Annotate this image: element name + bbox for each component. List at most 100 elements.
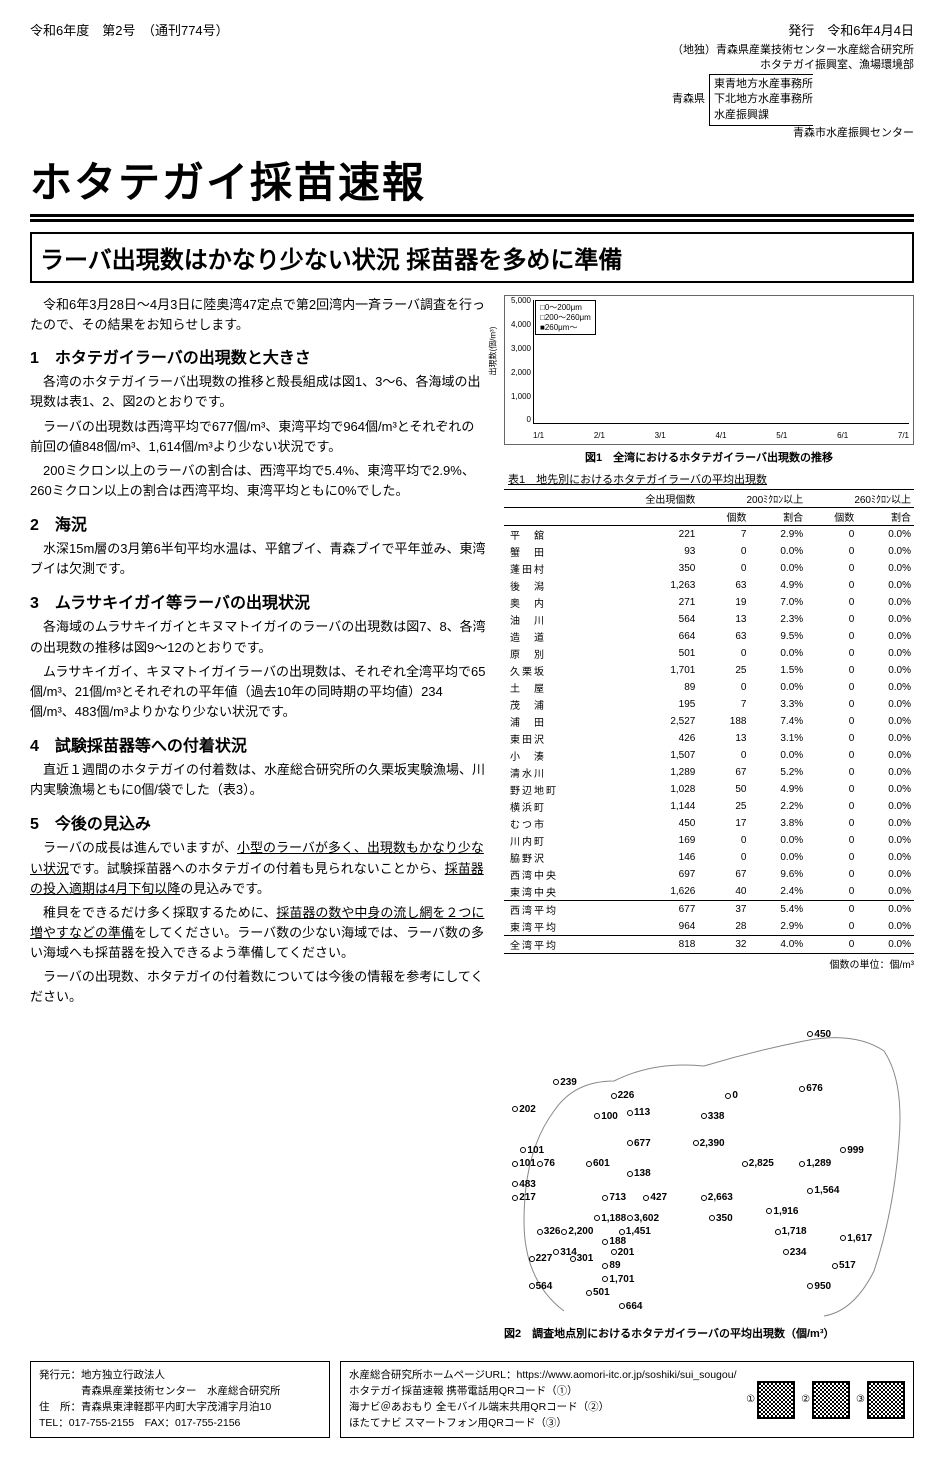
figure-2-map: 239202101101764832173262,200314227301564… (504, 981, 914, 1321)
table-row: 脇野沢14600.0%00.0% (504, 849, 914, 866)
paragraph: 水深15m層の3月第6半旬平均水温は、平舘ブイ、青森ブイで平年並み、東湾ブイは欠… (30, 539, 486, 579)
sub-col-header: 割合 (749, 508, 806, 526)
map-point: 239 (553, 1077, 577, 1088)
map-point: 1,916 (766, 1206, 798, 1217)
table-row: 横浜町1,144252.2%00.0% (504, 798, 914, 815)
map-point: 76 (537, 1158, 555, 1169)
table-1-caption: 表1 地先別におけるホタテガイラーバの平均出現数 (504, 471, 914, 487)
table-row: 後 潟1,263634.9%00.0% (504, 577, 914, 594)
paragraph: 直近１週間のホタテガイの付着数は、水産総合研究所の久栗坂実験漁場、川内実験漁場と… (30, 760, 486, 800)
map-point: 3,602 (627, 1213, 659, 1224)
map-point: 89 (602, 1260, 620, 1271)
section-heading: 3 ムラサキイガイ等ラーバの出現状況 (30, 589, 486, 613)
table-row: 川内町16900.0%00.0% (504, 832, 914, 849)
publisher-pref: 青森県 (672, 92, 705, 107)
table-row: 小 湊1,50700.0%00.0% (504, 747, 914, 764)
paragraph: ラーバの出現数、ホタテガイの付着数については今後の情報を参考にしてください。 (30, 967, 486, 1007)
publisher-block: （地独）青森県産業技術センター水産総合研究所 ホタテガイ振興室、漁場環境部 青森… (672, 43, 914, 141)
table-1: 全出現個数 200ﾐｸﾛﾝ以上 260ﾐｸﾛﾝ以上 個数 割合 個数 割合 平 … (504, 489, 914, 954)
map-point: 217 (512, 1192, 536, 1203)
publisher-last: 青森市水産振興センター (672, 126, 914, 141)
map-point: 601 (586, 1158, 610, 1169)
lead-paragraph: 令和6年3月28日～4月3日に陸奥湾47定点で第2回湾内一斉ラーバ調査を行ったの… (30, 295, 486, 334)
map-point: 234 (783, 1247, 807, 1258)
figure-2-caption: 図2 調査地点別におけるホタテガイラーバの平均出現数（個/m³） (504, 1325, 914, 1341)
map-point: 1,617 (840, 1233, 872, 1244)
map-point: 564 (529, 1281, 553, 1292)
body-text: 令和6年3月28日～4月3日に陸奥湾47定点で第2回湾内一斉ラーバ調査を行ったの… (30, 295, 486, 1347)
col-header: 200ﾐｸﾛﾝ以上 (698, 490, 806, 508)
chart-plot-area (533, 300, 909, 424)
table-row: 油 川564132.3%00.0% (504, 611, 914, 628)
table-row: 平 舘22172.9%00.0% (504, 526, 914, 544)
table-row: 東田沢426133.1%00.0% (504, 730, 914, 747)
map-point: 1,718 (775, 1226, 807, 1237)
figure-1-caption: 図1 全湾におけるホタテガイラーバ出現数の推移 (504, 449, 914, 465)
paragraph: 200ミクロン以上のラーバの割合は、西湾平均で5.4%、東湾平均で2.9%、26… (30, 461, 486, 501)
paragraph: ラーバの出現数は西湾平均で677個/m³、東湾平均で964個/m³とそれぞれの前… (30, 417, 486, 457)
section-heading: 5 今後の見込み (30, 810, 486, 834)
publisher-office: 東青地方水産事務所 (714, 77, 813, 92)
table-row: 東湾中央1,626402.4%00.0% (504, 883, 914, 901)
col-header: 260ﾐｸﾛﾝ以上 (806, 490, 914, 508)
figure-1-chart: 出現数(個/m³) □0～200μm □200～260μm ■260μm～ 5,… (504, 295, 914, 445)
qr-code-1: ① (746, 1368, 795, 1431)
map-point: 338 (701, 1111, 725, 1122)
map-point: 999 (840, 1145, 864, 1156)
table-row: 奥 内271197.0%00.0% (504, 594, 914, 611)
table-row: 蟹 田9300.0%00.0% (504, 543, 914, 560)
col-header: 全出現個数 (602, 490, 698, 508)
publisher-line: （地独）青森県産業技術センター水産総合研究所 (672, 43, 914, 58)
map-point: 100 (594, 1111, 618, 1122)
map-point: 1,564 (807, 1185, 839, 1196)
map-point: 676 (799, 1083, 823, 1094)
map-point: 517 (832, 1260, 856, 1271)
publisher-line: ホタテガイ振興室、漁場環境部 (672, 58, 914, 73)
map-point: 227 (529, 1253, 553, 1264)
map-point: 201 (611, 1247, 635, 1258)
map-point: 138 (627, 1168, 651, 1179)
table-row: 土 屋8900.0%00.0% (504, 679, 914, 696)
map-point: 450 (807, 1029, 831, 1040)
table-row: 久栗坂1,701251.5%00.0% (504, 662, 914, 679)
chart-yaxis: 5,000 4,000 3,000 2,000 1,000 0 (507, 296, 531, 424)
map-point: 501 (586, 1287, 610, 1298)
sub-col-header: 割合 (857, 508, 914, 526)
section-heading: 2 海況 (30, 511, 486, 535)
table-row: 西湾平均677375.4%00.0% (504, 901, 914, 919)
table-row: 西湾中央697679.6%00.0% (504, 866, 914, 883)
map-point: 677 (627, 1138, 651, 1149)
map-point: 0 (725, 1090, 738, 1101)
footer-links: 水産総合研究所ホームページURL：https://www.aomori-itc.… (340, 1361, 914, 1438)
table-row: 浦 田2,5271887.4%00.0% (504, 713, 914, 730)
paragraph: 稚貝をできるだけ多く採取するために、採苗器の数や中身の流し網を２つに増やすなどの… (30, 903, 486, 963)
paragraph: ムラサキイガイ、キヌマトイガイラーバの出現数は、それぞれ全湾平均で65個/m³、… (30, 662, 486, 722)
issue-right: 発行 令和6年4月4日 (788, 20, 914, 39)
map-point: 101 (520, 1145, 544, 1156)
chart-ylabel: 出現数(個/m³) (488, 327, 499, 376)
map-point: 1,188 (594, 1213, 626, 1224)
map-point: 101 (512, 1158, 536, 1169)
map-point: 226 (611, 1090, 635, 1101)
chart-xaxis: 1/1 2/1 3/1 4/1 5/1 6/1 7/1 (533, 431, 909, 440)
map-point: 113 (627, 1107, 650, 1118)
map-point: 202 (512, 1104, 536, 1115)
table-row: 清水川1,289675.2%00.0% (504, 764, 914, 781)
sub-col-header: 個数 (806, 508, 857, 526)
table-row: 野辺地町1,028504.9%00.0% (504, 781, 914, 798)
table-row: 全湾平均818324.0%00.0% (504, 936, 914, 954)
table-row: 原 別50100.0%00.0% (504, 645, 914, 662)
qr-code-3: ③ (856, 1368, 905, 1431)
issue-header: 令和6年度 第2号 （通刊774号） 発行 令和6年4月4日 (30, 20, 914, 39)
sub-col-header: 個数 (698, 508, 749, 526)
publisher-office: 下北地方水産事務所 (714, 92, 813, 107)
paragraph: 各湾のホタテガイラーバ出現数の推移と殻長組成は図1、3～6、各海域の出現数は表1… (30, 372, 486, 412)
paragraph: ラーバの成長は進んでいますが、小型のラーバが多く、出現数もかなり少ない状況です。… (30, 838, 486, 898)
map-point: 1,701 (602, 1274, 634, 1285)
map-point: 350 (709, 1213, 733, 1224)
map-point: 326 (537, 1226, 561, 1237)
map-point: 2,663 (701, 1192, 733, 1203)
map-point: 1,289 (799, 1158, 831, 1169)
title-rule (30, 214, 914, 222)
map-point: 2,390 (693, 1138, 725, 1149)
